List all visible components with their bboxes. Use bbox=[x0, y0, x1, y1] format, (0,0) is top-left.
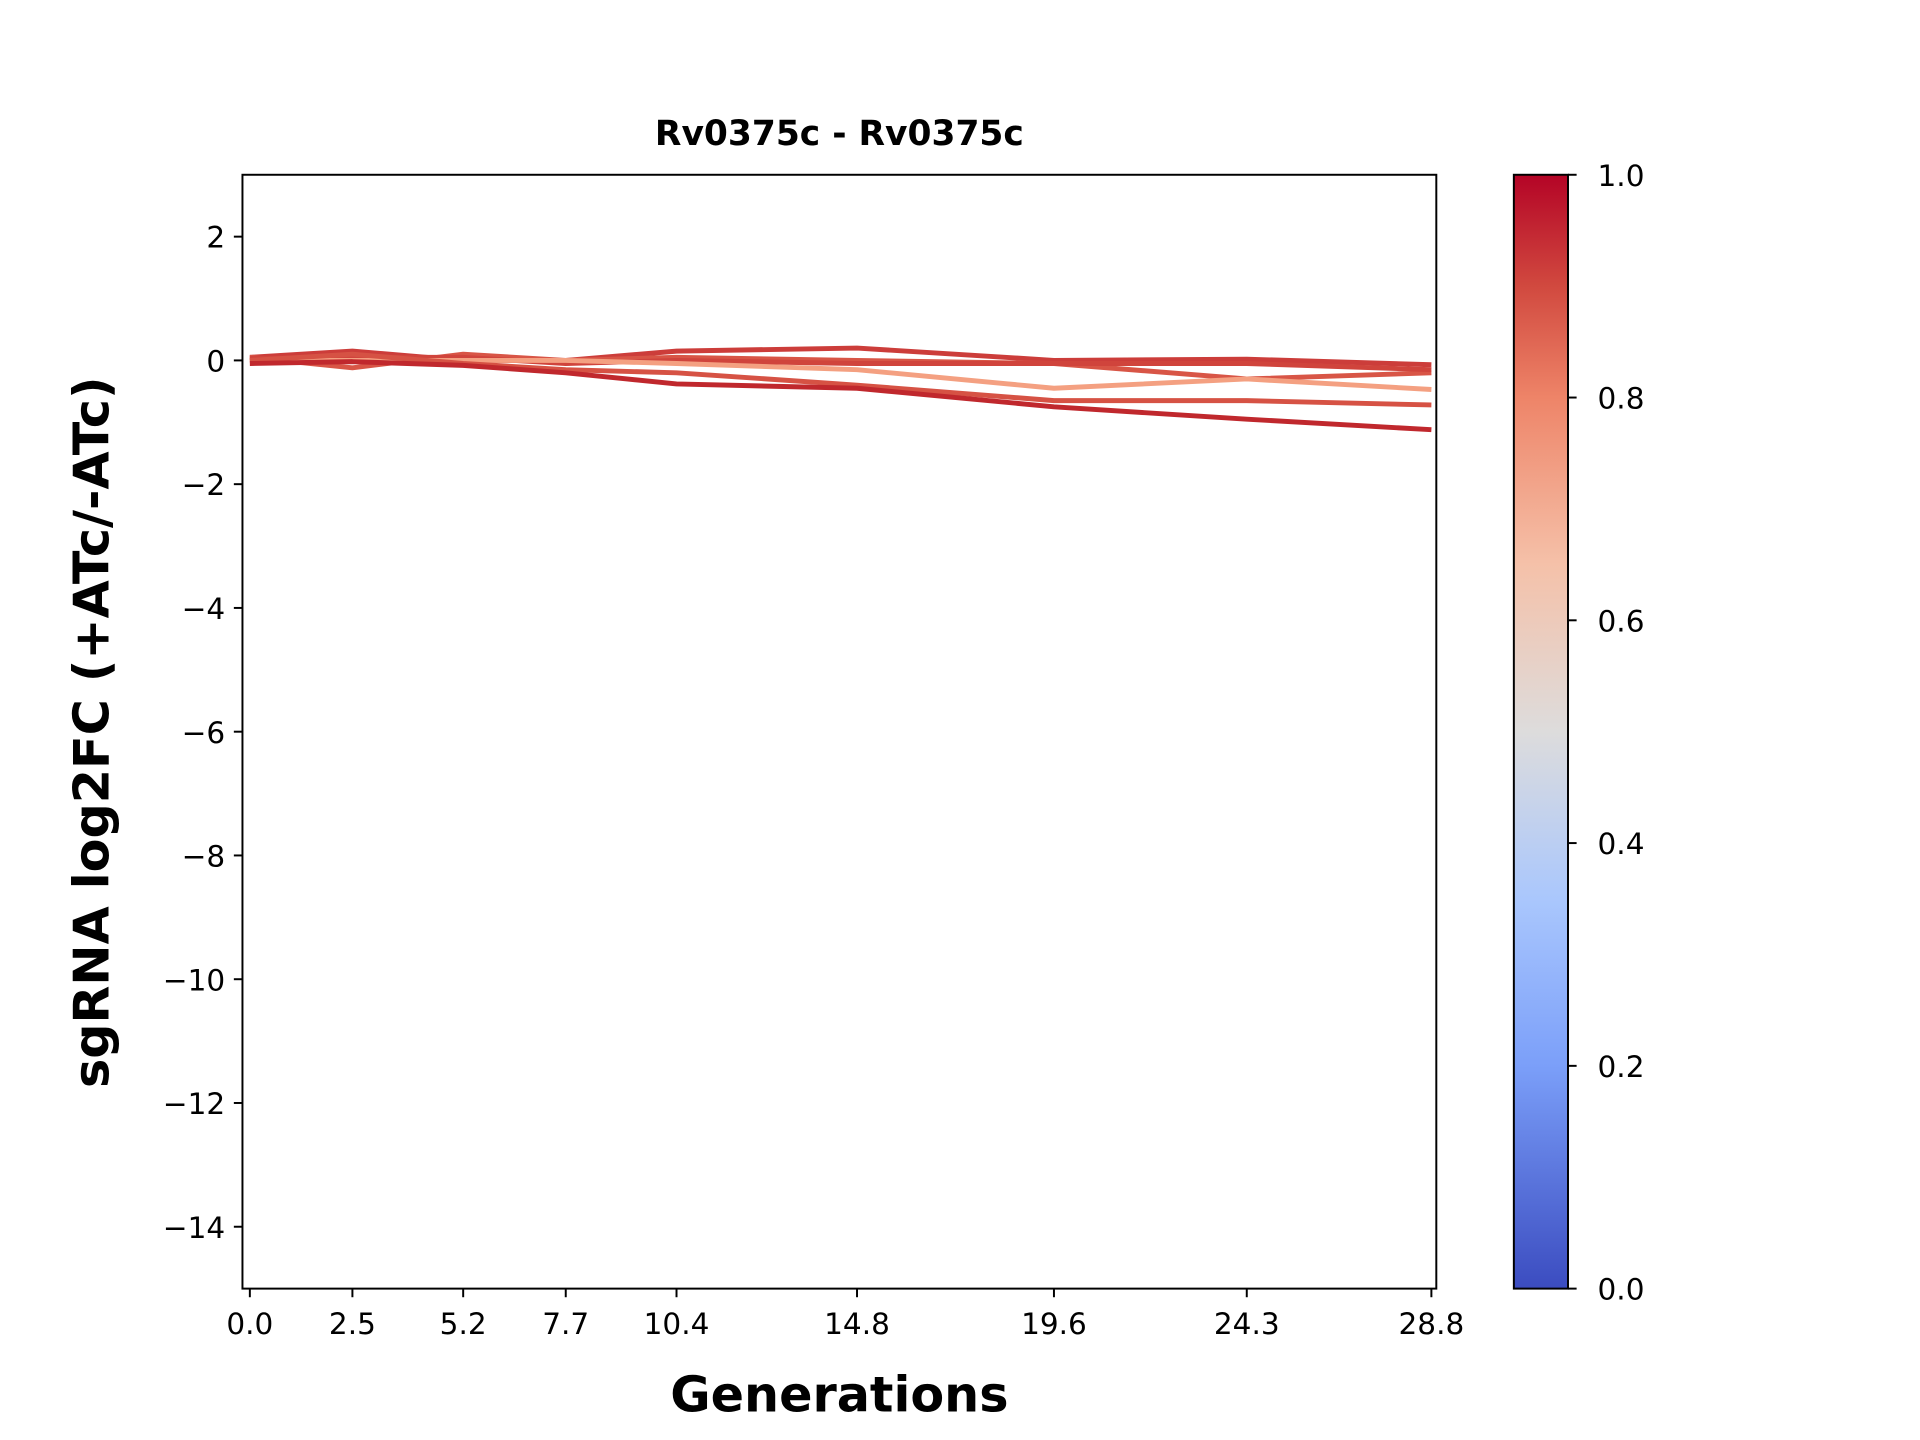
x-axis-label: Generations bbox=[670, 1366, 1008, 1424]
x-axis: 0.0 2.5 5.2 7.7 10.4 14.8 19.6 24.3 28.8 bbox=[226, 1288, 1465, 1341]
x-tick-label: 19.6 bbox=[1021, 1307, 1087, 1341]
colorbar-axis: 0.0 0.2 0.4 0.6 0.8 1.0 bbox=[1568, 159, 1644, 1307]
colorbar-tick-label: 0.4 bbox=[1598, 827, 1645, 861]
y-axis: 2 0 −2 −4 −6 −8 −10 −12 −14 bbox=[163, 221, 243, 1245]
series-group bbox=[249, 345, 1432, 433]
colorbar-tick-label: 0.6 bbox=[1598, 604, 1645, 638]
series-line-1 bbox=[249, 345, 1432, 368]
series-line-5 bbox=[249, 351, 1432, 408]
y-tick-label: −14 bbox=[163, 1211, 225, 1245]
x-tick-label: 24.3 bbox=[1214, 1307, 1280, 1341]
x-tick-label: 2.5 bbox=[329, 1307, 376, 1341]
colorbar-tick-label: 0.0 bbox=[1598, 1273, 1645, 1307]
colorbar bbox=[1512, 173, 1569, 1290]
x-tick-label: 5.2 bbox=[440, 1307, 487, 1341]
colorbar-tick-label: 0.2 bbox=[1598, 1050, 1645, 1084]
colorbar-tick-label: 1.0 bbox=[1598, 159, 1645, 193]
y-tick-label: −10 bbox=[163, 963, 225, 997]
series-line-4 bbox=[249, 357, 1432, 392]
series-line-6 bbox=[249, 359, 1432, 433]
x-tick-label: 28.8 bbox=[1399, 1307, 1465, 1341]
x-tick-label: 0.0 bbox=[226, 1307, 273, 1341]
y-axis-label: sgRNA log2FC (+ATc/-ATc) bbox=[62, 377, 120, 1088]
x-tick-label: 14.8 bbox=[824, 1307, 890, 1341]
y-tick-label: −8 bbox=[182, 840, 226, 874]
plot-frame bbox=[241, 173, 1438, 1290]
colorbar-tick-label: 0.8 bbox=[1598, 382, 1645, 416]
y-tick-label: 2 bbox=[206, 221, 225, 255]
y-tick-label: 0 bbox=[206, 344, 225, 378]
x-tick-label: 10.4 bbox=[644, 1307, 710, 1341]
y-tick-label: −12 bbox=[163, 1087, 225, 1121]
y-tick-label: −6 bbox=[182, 716, 226, 750]
y-tick-label: −2 bbox=[182, 468, 226, 502]
x-tick-label: 7.7 bbox=[542, 1307, 589, 1341]
y-tick-label: −4 bbox=[182, 592, 226, 626]
chart-title: Rv0375c - Rv0375c bbox=[655, 114, 1024, 154]
